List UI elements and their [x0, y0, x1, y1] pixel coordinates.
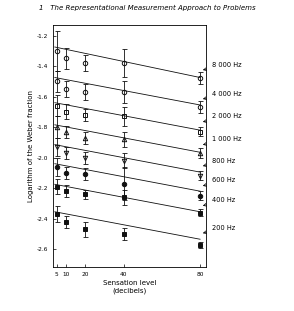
Text: 4 000 Hz: 4 000 Hz — [203, 91, 241, 100]
Text: 600 Hz: 600 Hz — [203, 178, 235, 186]
Text: 400 Hz: 400 Hz — [203, 197, 235, 206]
Y-axis label: Logarithm of the Weber fraction: Logarithm of the Weber fraction — [28, 90, 34, 202]
Text: 8 000 Hz: 8 000 Hz — [203, 62, 241, 71]
X-axis label: Sensation level
(decibels): Sensation level (decibels) — [103, 280, 156, 294]
Text: 200 Hz: 200 Hz — [203, 225, 235, 234]
Text: 1 000 Hz: 1 000 Hz — [203, 136, 241, 145]
Text: 1   The Representational Measurement Approach to Problems: 1 The Representational Measurement Appro… — [39, 5, 255, 11]
Text: 2 000 Hz: 2 000 Hz — [203, 114, 241, 123]
Text: 800 Hz: 800 Hz — [203, 158, 235, 166]
